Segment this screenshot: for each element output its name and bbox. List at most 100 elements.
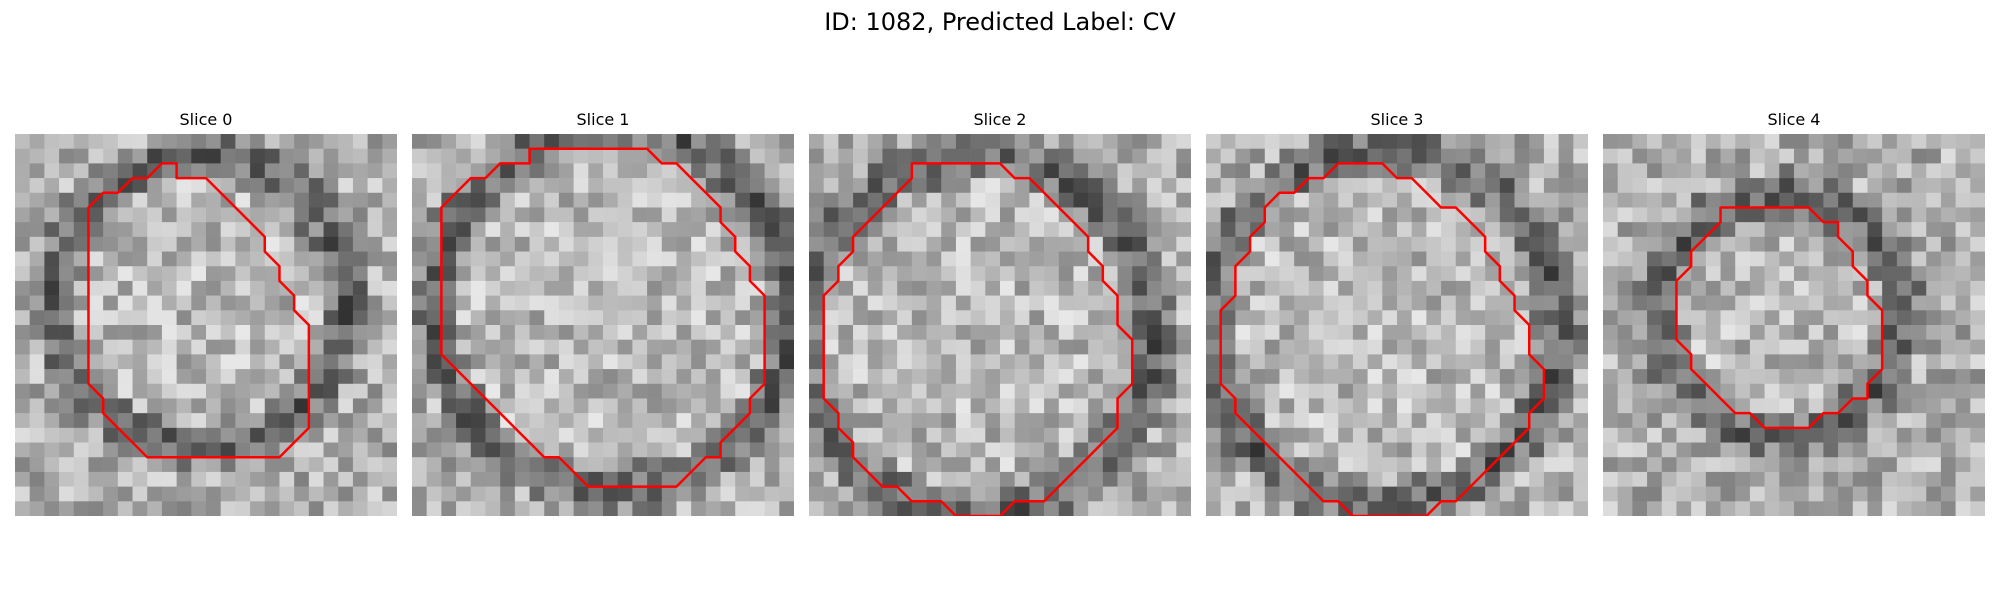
image-pixel xyxy=(500,163,515,178)
image-pixel xyxy=(1573,354,1588,369)
image-pixel xyxy=(235,487,250,502)
image-pixel xyxy=(721,149,736,164)
image-pixel xyxy=(544,428,559,443)
image-pixel xyxy=(912,149,927,164)
image-pixel xyxy=(1103,487,1118,502)
image-pixel xyxy=(1426,325,1441,340)
image-pixel xyxy=(1779,354,1794,369)
image-pixel xyxy=(574,325,589,340)
image-pixel xyxy=(324,487,339,502)
image-pixel xyxy=(750,354,765,369)
image-pixel xyxy=(1000,310,1015,325)
image-pixel xyxy=(1426,252,1441,267)
image-pixel xyxy=(647,369,662,384)
image-pixel xyxy=(985,237,1000,252)
image-pixel xyxy=(1779,163,1794,178)
image-pixel xyxy=(1382,281,1397,296)
image-pixel xyxy=(1044,178,1059,193)
image-pixel xyxy=(971,266,986,281)
image-pixel xyxy=(1338,398,1353,413)
image-pixel xyxy=(1059,237,1074,252)
image-pixel xyxy=(235,222,250,237)
image-pixel xyxy=(1662,266,1677,281)
image-pixel xyxy=(912,472,927,487)
image-pixel xyxy=(1618,178,1633,193)
image-pixel xyxy=(294,237,309,252)
image-pixel xyxy=(1632,369,1647,384)
image-pixel xyxy=(456,398,471,413)
image-pixel xyxy=(1912,252,1927,267)
image-pixel xyxy=(1941,398,1956,413)
image-pixel xyxy=(1353,369,1368,384)
image-pixel xyxy=(1765,281,1780,296)
image-pixel xyxy=(588,354,603,369)
image-pixel xyxy=(853,443,868,458)
image-pixel xyxy=(897,501,912,516)
image-pixel xyxy=(1529,178,1544,193)
image-pixel xyxy=(824,296,839,311)
image-pixel xyxy=(647,325,662,340)
image-pixel xyxy=(618,266,633,281)
image-pixel xyxy=(441,457,456,472)
image-pixel xyxy=(897,252,912,267)
image-pixel xyxy=(59,398,74,413)
image-pixel xyxy=(1470,266,1485,281)
image-pixel xyxy=(88,252,103,267)
image-pixel xyxy=(471,222,486,237)
image-pixel xyxy=(1029,457,1044,472)
image-pixel xyxy=(1353,222,1368,237)
image-pixel xyxy=(1970,134,1985,149)
image-pixel xyxy=(809,310,824,325)
image-pixel xyxy=(882,457,897,472)
image-pixel xyxy=(1162,237,1177,252)
image-pixel xyxy=(456,266,471,281)
image-pixel xyxy=(1382,178,1397,193)
image-pixel xyxy=(1691,134,1706,149)
image-pixel xyxy=(574,354,589,369)
image-pixel xyxy=(721,398,736,413)
image-pixel xyxy=(88,222,103,237)
image-pixel xyxy=(1470,457,1485,472)
image-pixel xyxy=(59,310,74,325)
image-pixel xyxy=(1338,428,1353,443)
image-pixel xyxy=(118,281,133,296)
image-pixel xyxy=(441,237,456,252)
image-pixel xyxy=(15,237,30,252)
image-pixel xyxy=(618,501,633,516)
image-pixel xyxy=(133,207,148,222)
image-pixel xyxy=(1206,340,1221,355)
image-pixel xyxy=(1412,457,1427,472)
image-pixel xyxy=(1176,457,1191,472)
image-pixel xyxy=(441,325,456,340)
image-pixel xyxy=(1676,472,1691,487)
image-pixel xyxy=(1941,457,1956,472)
image-pixel xyxy=(1294,325,1309,340)
image-pixel xyxy=(1691,487,1706,502)
image-pixel xyxy=(1103,222,1118,237)
image-pixel xyxy=(1235,354,1250,369)
image-pixel xyxy=(1956,501,1971,516)
image-pixel xyxy=(471,398,486,413)
image-pixel xyxy=(1235,398,1250,413)
image-pixel xyxy=(1882,428,1897,443)
image-pixel xyxy=(1162,428,1177,443)
image-pixel xyxy=(971,369,986,384)
image-pixel xyxy=(588,398,603,413)
image-pixel xyxy=(456,413,471,428)
image-pixel xyxy=(559,398,574,413)
image-pixel xyxy=(1941,472,1956,487)
image-pixel xyxy=(1926,237,1941,252)
image-pixel xyxy=(1162,369,1177,384)
image-pixel xyxy=(382,134,397,149)
image-pixel xyxy=(221,384,236,399)
image-pixel xyxy=(338,369,353,384)
image-pixel xyxy=(559,296,574,311)
image-pixel xyxy=(1632,457,1647,472)
image-pixel xyxy=(971,398,986,413)
image-pixel xyxy=(1632,252,1647,267)
image-pixel xyxy=(618,281,633,296)
image-pixel xyxy=(1206,325,1221,340)
image-pixel xyxy=(647,398,662,413)
image-pixel xyxy=(1882,252,1897,267)
image-pixel xyxy=(1735,222,1750,237)
